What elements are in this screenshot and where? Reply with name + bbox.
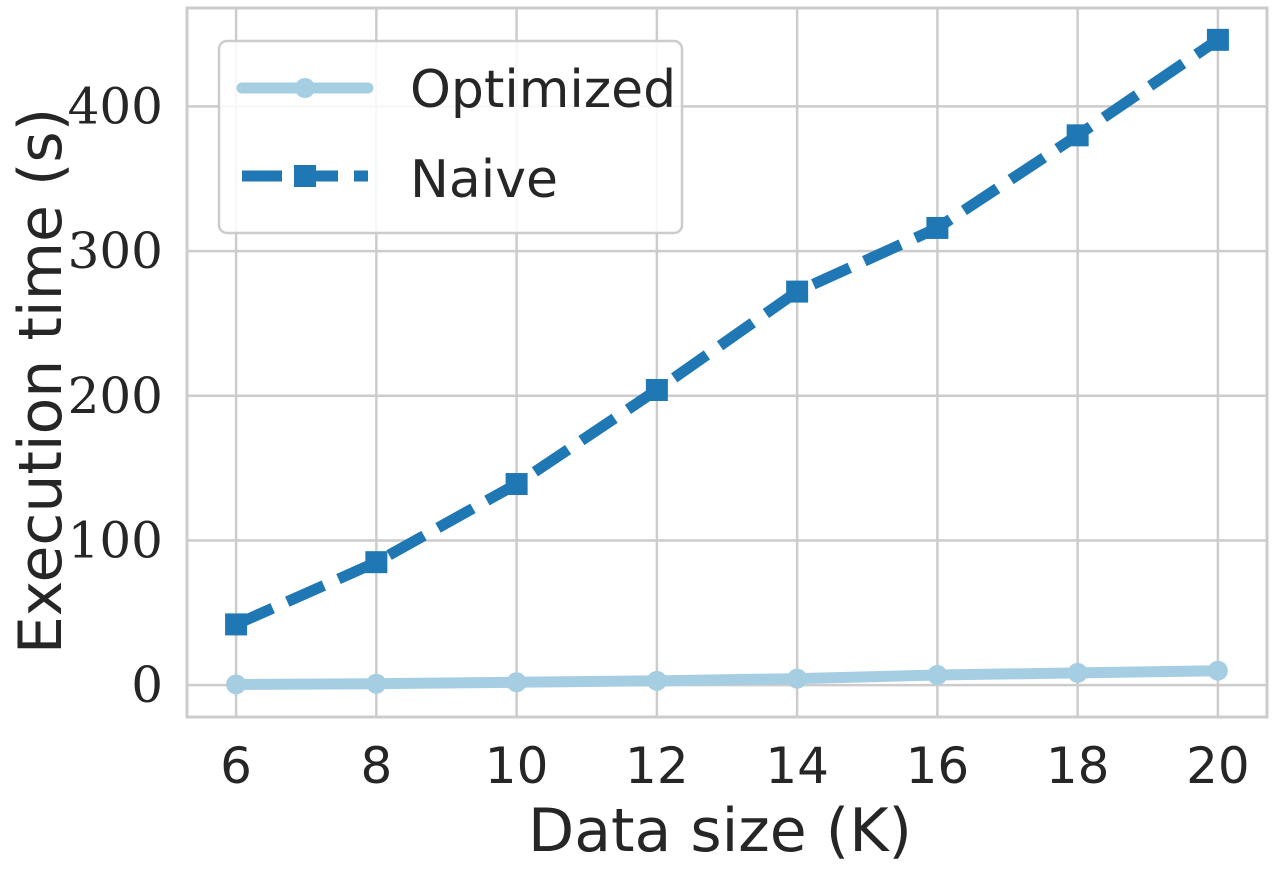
series-line-optimized: [230, 665, 1224, 690]
plot-frame: [185, 6, 1269, 719]
legend-label-optimized: Optimized: [410, 60, 676, 120]
y-tick-label: 100: [68, 511, 163, 569]
data-point-optimized: [506, 672, 527, 693]
data-point-naive: [365, 551, 388, 574]
y-tick-label: 200: [68, 367, 163, 425]
data-point-optimized: [927, 665, 948, 686]
data-point-optimized: [787, 668, 808, 689]
data-point-naive: [645, 378, 668, 401]
data-point-optimized: [366, 673, 387, 694]
data-point-optimized: [226, 674, 247, 695]
legend: Optimized Naive: [217, 39, 684, 235]
x-tick-label: 6: [220, 737, 252, 795]
data-point-optimized: [646, 670, 667, 691]
legend-marker-naive: [294, 165, 316, 187]
data-point-naive: [225, 613, 248, 636]
data-point-naive: [505, 473, 528, 496]
data-point-naive: [1066, 124, 1089, 147]
legend-label-naive: Naive: [410, 150, 558, 210]
x-tick-label: 14: [765, 737, 829, 795]
legend-item-optimized: Optimized: [236, 60, 676, 120]
series-layer: [225, 28, 1229, 695]
y-tick-label: 400: [68, 77, 163, 135]
legend-marker-optimized: [295, 78, 315, 98]
x-tick-label: 16: [906, 737, 970, 795]
x-tick-label: 10: [485, 737, 549, 795]
data-point-naive: [1206, 28, 1229, 51]
data-point-naive: [786, 280, 809, 303]
data-point-optimized: [1067, 662, 1088, 683]
x-tick-label: 8: [360, 737, 392, 795]
x-tick-label: 20: [1186, 737, 1250, 795]
data-point-optimized: [1207, 660, 1228, 681]
x-tick-label: 18: [1046, 737, 1110, 795]
x-axis-title: Data size (K): [528, 796, 912, 866]
y-tick-label: 300: [68, 222, 163, 280]
y-axis-title: Execution time (s): [6, 108, 76, 654]
series-line-naive: [233, 35, 1222, 630]
legend-item-naive: Naive: [242, 150, 558, 210]
data-point-naive: [926, 216, 949, 239]
x-tick-label: 12: [625, 737, 689, 795]
y-tick-label: 0: [131, 656, 163, 714]
